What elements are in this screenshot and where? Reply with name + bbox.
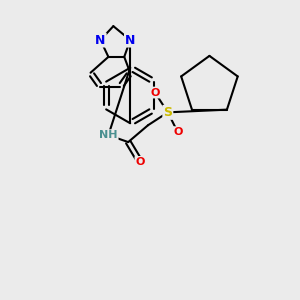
Text: O: O [150, 88, 160, 98]
Text: N: N [95, 34, 106, 46]
Text: N: N [125, 34, 135, 46]
Text: NH: NH [99, 130, 118, 140]
Text: O: O [173, 127, 182, 137]
Text: S: S [163, 106, 172, 119]
Text: O: O [135, 157, 145, 167]
